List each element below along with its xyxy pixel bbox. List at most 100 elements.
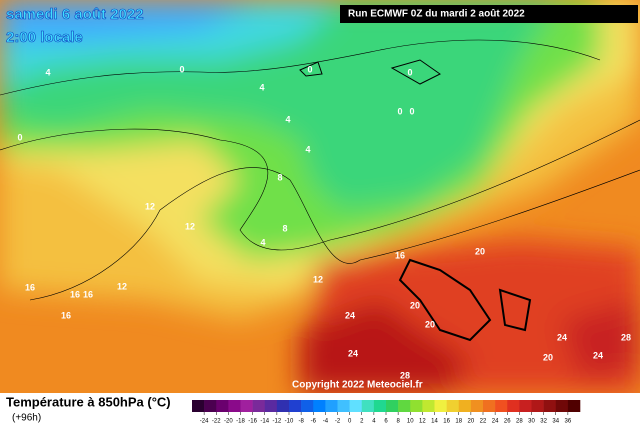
contour-label: 12: [185, 221, 195, 231]
color-swatch: [386, 400, 399, 412]
tick-label: -12: [273, 419, 282, 425]
color-swatch: [289, 400, 302, 412]
tick-label: -16: [248, 419, 257, 425]
tick-label: -6: [311, 419, 317, 425]
contour-label: 4: [305, 144, 310, 154]
color-swatch: [398, 400, 411, 412]
contour-label: 20: [425, 319, 435, 329]
tick-label: 2: [360, 419, 364, 425]
color-swatch: [276, 400, 290, 412]
tick-label: 4: [372, 419, 376, 425]
contour-label: 0: [407, 67, 412, 77]
contour-label: 16: [83, 289, 93, 299]
contour-label: 12: [145, 201, 155, 211]
contour-label: 20: [475, 246, 485, 256]
contour-label: 8: [282, 223, 287, 233]
color-swatch: [349, 400, 363, 412]
tick-label: -2: [335, 419, 341, 425]
color-swatch: [216, 400, 229, 412]
color-swatch: [446, 400, 460, 412]
tick-label: -24: [200, 419, 209, 425]
contour-label: 0: [397, 106, 402, 116]
contour-label: 16: [70, 289, 80, 299]
tick-label: 22: [480, 419, 487, 425]
map-subtitle: 2:00 locale: [6, 29, 83, 46]
tick-label: 8: [396, 419, 400, 425]
legend-title: Température à 850hPa (°C): [6, 394, 171, 409]
tick-label: -20: [224, 419, 233, 425]
contour-label: 12: [117, 281, 127, 291]
tick-label: -18: [236, 419, 245, 425]
color-swatch: [313, 400, 326, 412]
color-swatch: [301, 400, 314, 412]
contour-label: 24: [345, 310, 355, 320]
contour-label: 24: [348, 348, 358, 358]
color-swatch: [422, 400, 435, 412]
color-swatch: [507, 400, 520, 412]
run-box: [340, 5, 638, 23]
color-swatch: [458, 400, 472, 412]
contour-label: 0: [307, 64, 312, 74]
color-swatch: [325, 400, 338, 412]
contour-label: 24: [593, 350, 603, 360]
color-swatch: [543, 400, 557, 412]
map-title: samedi 6 août 2022: [6, 6, 144, 23]
tick-label: 26: [504, 419, 511, 425]
color-swatch: [264, 400, 278, 412]
color-swatch: [192, 400, 205, 412]
tick-label: -10: [285, 419, 294, 425]
contour-label: 16: [61, 310, 71, 320]
tick-label: -4: [323, 419, 329, 425]
color-swatch: [228, 400, 241, 412]
color-swatch: [555, 400, 569, 412]
contour-label: 0: [179, 64, 184, 74]
color-swatch: [361, 400, 375, 412]
tick-label: 14: [431, 419, 438, 425]
tick-label: 32: [540, 419, 547, 425]
color-swatch: [483, 400, 496, 412]
contour-label: 24: [557, 332, 567, 342]
run-info: Run ECMWF 0Z du mardi 2 août 2022: [348, 9, 525, 20]
tick-label: 18: [455, 419, 462, 425]
legend-lead: (+96h): [12, 413, 41, 424]
tick-label: 28: [516, 419, 523, 425]
color-swatch: [337, 400, 350, 412]
tick-label: 34: [552, 419, 559, 425]
color-swatch: [434, 400, 447, 412]
tick-label: 0: [348, 419, 352, 425]
tick-label: 10: [407, 419, 414, 425]
contour-label: 16: [395, 250, 405, 260]
contour-label: 4: [285, 114, 290, 124]
contour-label: 28: [400, 370, 410, 380]
contour-label: 12: [313, 274, 323, 284]
contour-label: 28: [621, 332, 631, 342]
contour-label: 4: [260, 237, 265, 247]
contour-label: 4: [45, 67, 50, 77]
color-swatch: [495, 400, 508, 412]
color-swatch: [410, 400, 423, 412]
tick-label: 36: [565, 419, 572, 425]
contour-label: 8: [277, 172, 282, 182]
contour-label: 0: [17, 132, 22, 142]
contour-label: 20: [410, 300, 420, 310]
contour-label: 16: [25, 282, 35, 292]
color-swatch: [240, 400, 253, 412]
tick-label: -8: [298, 419, 304, 425]
color-swatch: [204, 400, 217, 412]
tick-label: 12: [419, 419, 426, 425]
tick-label: 24: [492, 419, 499, 425]
tick-label: -14: [260, 419, 269, 425]
copyright: Copyright 2022 Meteociel.fr: [292, 380, 423, 391]
contour-label: 4: [259, 82, 264, 92]
contour-label: 0: [409, 106, 414, 116]
tick-label: 30: [528, 419, 535, 425]
color-swatch: [531, 400, 544, 412]
tick-label: 20: [468, 419, 475, 425]
color-swatch: [252, 400, 266, 412]
tick-label: -22: [212, 419, 221, 425]
color-swatch: [519, 400, 532, 412]
contour-label: 20: [543, 352, 553, 362]
tick-label: 6: [384, 419, 388, 425]
map-field: [0, 0, 640, 393]
